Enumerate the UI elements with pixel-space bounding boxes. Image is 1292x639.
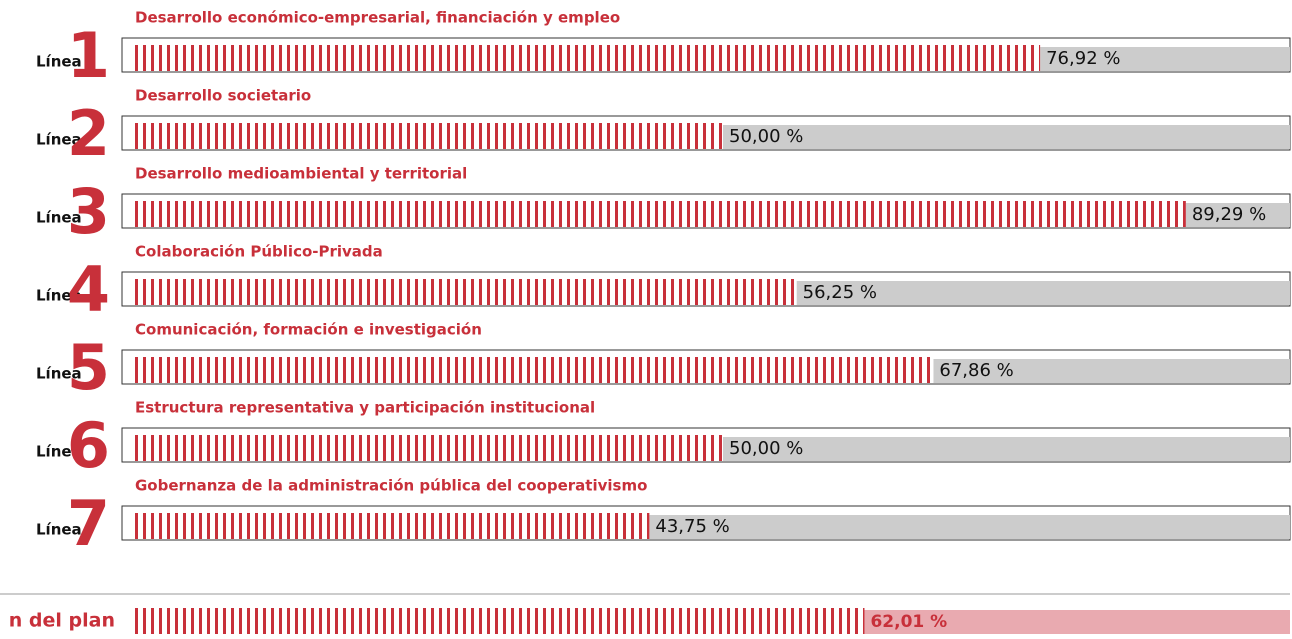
bar (134, 45, 1041, 71)
line-label: Línea (36, 53, 82, 71)
value-label: 67,86 % (939, 360, 1013, 381)
bar-track (796, 281, 1290, 305)
bar-track (723, 437, 1290, 461)
bar (134, 201, 1186, 227)
total-bar (134, 608, 865, 634)
line-number: 2 (67, 97, 110, 170)
line-label: Línea (36, 131, 82, 149)
line-title: Desarrollo económico-empresarial, financ… (135, 9, 620, 27)
bar-track (723, 125, 1290, 149)
total-value-label: 62,01 % (870, 612, 947, 632)
line-label: Línea (36, 365, 82, 383)
value-label: 43,75 % (655, 516, 729, 537)
value-label: 50,00 % (729, 126, 803, 147)
line-label: Línea (36, 443, 82, 461)
line-number: 5 (67, 331, 110, 404)
bar (134, 513, 650, 539)
bar (134, 279, 797, 305)
line-title: Estructura representativa y participació… (135, 399, 595, 417)
value-label: 89,29 % (1192, 204, 1266, 225)
bar (134, 435, 723, 461)
line-title: Colaboración Público-Privada (135, 243, 383, 261)
line-number: 6 (67, 409, 110, 482)
line-label: Línea (36, 209, 82, 227)
line-title: Desarrollo societario (135, 87, 311, 105)
line-number: 3 (67, 175, 110, 248)
value-label: 50,00 % (729, 438, 803, 459)
value-label: 76,92 % (1046, 48, 1120, 69)
bar (134, 357, 934, 383)
line-number: 7 (67, 487, 110, 560)
total-track (864, 610, 1290, 634)
line-number: 4 (67, 253, 110, 326)
bar (134, 123, 723, 149)
line-number: 1 (67, 19, 110, 92)
bar-track (649, 515, 1290, 539)
bar-track (933, 359, 1290, 383)
line-label: Línea (36, 521, 82, 539)
line-label: Línea (36, 287, 82, 305)
line-title: Desarrollo medioambiental y territorial (135, 165, 467, 183)
line-title: Gobernanza de la administración pública … (135, 477, 647, 495)
value-label: 56,25 % (803, 282, 877, 303)
bar-track (1185, 203, 1290, 227)
bar-track (1040, 47, 1290, 71)
total-label: n del plan (9, 610, 115, 632)
line-title: Comunicación, formación e investigación (135, 321, 482, 339)
